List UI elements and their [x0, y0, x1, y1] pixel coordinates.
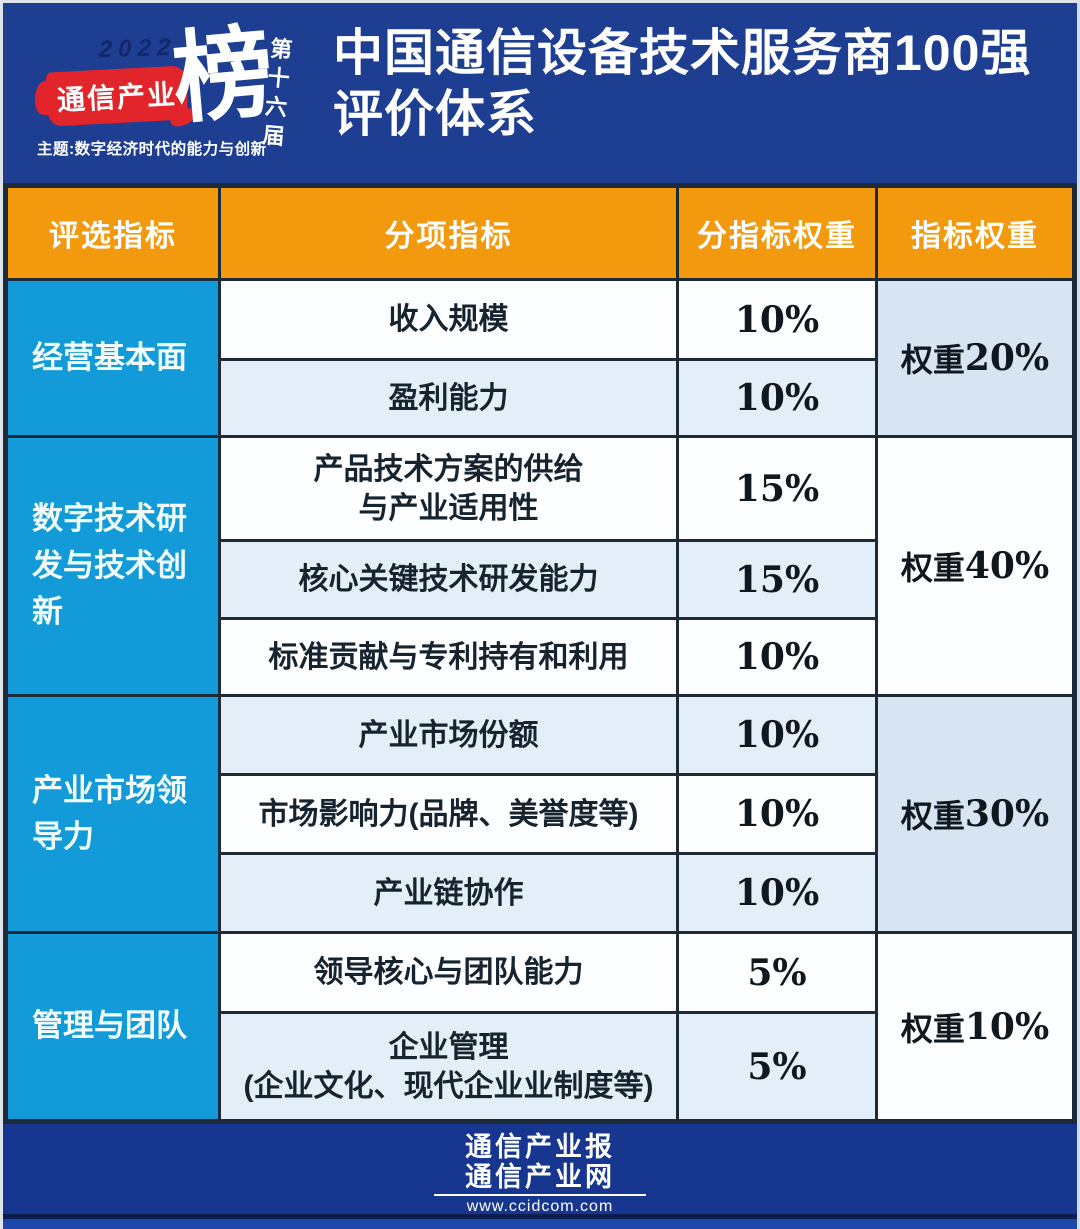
group-weight-20: 权重 20%: [878, 281, 1072, 435]
table-row-sub-weight: 15%: [679, 438, 875, 539]
column-header-criteria: 评选指标: [8, 188, 218, 278]
table-row-sub-weight: 5%: [679, 1014, 875, 1119]
table-row-indicator: 产业链协作: [221, 855, 676, 931]
column-header-weight: 指标权重: [878, 188, 1072, 278]
indicator-text: 产业链协作: [373, 876, 524, 910]
group-label-digital-rnd-innovation: 数字技术研发与技术创新: [8, 438, 218, 694]
header: 2022 通信产业 榜 第十六届 主题:数字经济时代的能力与创新 中国通信设备技…: [3, 3, 1077, 183]
weight-value: 40%: [964, 545, 1050, 587]
badge-theme: 主题:数字经济时代的能力与创新: [37, 141, 267, 158]
indicator-text: 核心关键技术研发能力: [298, 563, 599, 596]
column-header-sub-weight: 分指标权重: [679, 188, 875, 278]
table-row-sub-weight: 10%: [679, 620, 875, 694]
group-label-management-team: 管理与团队: [8, 934, 218, 1119]
table-row-sub-weight: 10%: [679, 855, 875, 931]
badge-bang-calligraphy: 榜: [168, 11, 278, 139]
table-row-sub-weight: 10%: [679, 361, 875, 435]
table-row-sub-weight: 10%: [679, 697, 875, 773]
table-row-indicator: 盈利能力: [221, 361, 676, 435]
indicator-text-line2: 与产业适用性: [358, 491, 539, 525]
weight-prefix: 权重: [900, 798, 965, 834]
weight-prefix: 权重: [900, 550, 965, 586]
weight-prefix: 权重: [900, 1010, 965, 1047]
indicator-text: 产业市场份额: [358, 718, 539, 752]
table-row-indicator: 市场影响力(品牌、美誉度等): [221, 776, 676, 852]
footer: 通信产业报 通信产业网 www.ccidcom.com: [3, 1124, 1077, 1229]
table-row-sub-weight: 10%: [679, 281, 875, 358]
page-title: 中国通信设备技术服务商100强 评价体系: [333, 23, 1073, 145]
brand-badge: 2022 通信产业 榜 第十六届 主题:数字经济时代的能力与创新: [37, 12, 303, 169]
weight-prefix: 权重: [900, 342, 965, 378]
footer-dark-strip: [3, 1214, 1077, 1219]
group-weight-30: 权重 30%: [878, 697, 1072, 931]
column-header-sub-indicator: 分项指标: [221, 188, 676, 278]
page-title-line2: 评价体系: [333, 86, 537, 142]
group-label-business-fundamentals: 经营基本面: [8, 281, 218, 435]
indicator-text-line1: 产品技术方案的供给: [313, 452, 584, 486]
evaluation-table: 评选指标 分项指标 分指标权重 指标权重 经营基本面 数字技术研发与技术创新 产…: [3, 183, 1077, 1124]
weight-value: 30%: [964, 793, 1050, 835]
group-weight-10: 权重 10%: [878, 934, 1072, 1119]
table-row-sub-weight: 15%: [679, 542, 875, 617]
table-row-indicator: 领导核心与团队能力: [221, 934, 676, 1011]
badge-brand: 通信产业: [56, 78, 178, 117]
group-label-market-leadership: 产业市场领导力: [8, 697, 218, 931]
indicator-text: 收入规模: [388, 303, 509, 336]
table-row-sub-weight: 10%: [679, 776, 875, 852]
indicator-text: 领导核心与团队能力: [313, 956, 584, 989]
table-row-indicator: 企业管理 (企业文化、现代企业业制度等): [221, 1014, 676, 1119]
footer-url: www.ccidcom.com: [466, 1198, 614, 1215]
indicator-text: 盈利能力: [388, 381, 509, 415]
page-title-line1: 中国通信设备技术服务商100强: [333, 25, 1032, 81]
weight-value: 10%: [964, 1005, 1050, 1048]
indicator-text: 标准贡献与专利持有和利用: [268, 640, 629, 674]
indicator-text: 市场影响力(品牌、美誉度等): [258, 797, 639, 831]
footer-brand-line1: 通信产业报: [465, 1132, 615, 1162]
table-row-indicator: 核心关键技术研发能力: [221, 542, 676, 617]
table-row-indicator: 标准贡献与专利持有和利用: [221, 620, 676, 694]
footer-brand-line2: 通信产业网: [465, 1162, 615, 1192]
group-weight-40: 权重 40%: [878, 438, 1072, 694]
table-row-indicator: 收入规模: [221, 281, 676, 358]
footer-light-strip: [3, 1219, 1077, 1229]
indicator-text-line2: (企业文化、现代企业业制度等): [243, 1069, 654, 1103]
table-row-sub-weight: 5%: [679, 934, 875, 1011]
weight-value: 20%: [964, 337, 1050, 379]
badge-year: 2022: [96, 33, 180, 64]
red-brush-stroke: 通信产业: [45, 65, 189, 127]
indicator-text-line1: 企业管理: [388, 1030, 509, 1064]
footer-divider: [434, 1194, 646, 1196]
table-row-indicator: 产业市场份额: [221, 697, 676, 773]
table-row-indicator: 产品技术方案的供给 与产业适用性: [221, 438, 676, 539]
